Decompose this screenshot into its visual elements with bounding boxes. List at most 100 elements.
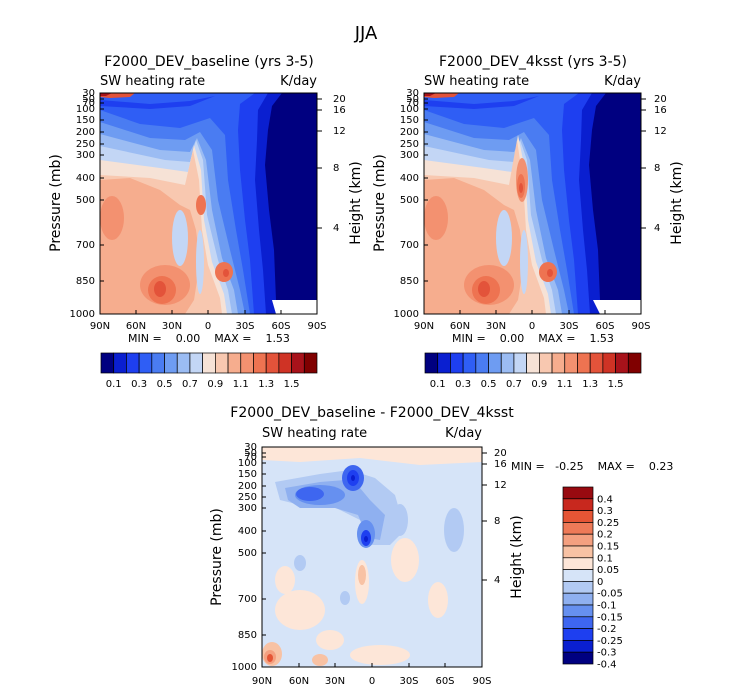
y-tick-label: 1000 — [232, 662, 257, 673]
x-tick-label: 30N — [486, 321, 506, 332]
x-tick-label: 30S — [559, 321, 578, 332]
colorbar-swatch — [278, 352, 292, 374]
y-tick-label: 100 — [238, 458, 257, 469]
colorbar-swatch — [562, 557, 594, 570]
colorbar-label: 0.15 — [597, 542, 619, 553]
colorbar-label: -0.3 — [597, 648, 617, 659]
colorbar-label: 0.3 — [455, 379, 471, 390]
colorbar-4ksst — [424, 352, 642, 374]
page-title: JJA — [354, 23, 378, 44]
panel-diff-variable-label: SW heating rate — [262, 426, 367, 441]
panel-baseline-y2-label: Height (km) — [348, 161, 364, 244]
y2-tick-label: 8 — [654, 163, 660, 174]
colorbar-swatch — [526, 352, 540, 374]
x-tick-label: 30S — [235, 321, 254, 332]
colorbar-swatch — [562, 522, 594, 535]
y-tick-label: 100 — [400, 104, 419, 115]
colorbar-swatch — [291, 352, 305, 374]
colorbar-swatch — [562, 545, 594, 559]
panel-baseline-y-label: Pressure (mb) — [48, 154, 64, 252]
y2-tick-label: 16 — [333, 105, 346, 116]
colorbar-label: 0.3 — [131, 379, 147, 390]
panel-baseline-y-axis: 30 50 70 100 150 200 250 300 400 500 700… — [70, 88, 95, 320]
x-tick-label: 90S — [307, 321, 326, 332]
panel-4ksst-field — [424, 93, 641, 314]
y-tick-label: 150 — [76, 115, 95, 126]
y-tick-label: 30 — [244, 442, 257, 453]
colorbar-swatch — [113, 352, 127, 374]
colorbar-swatch — [562, 486, 594, 500]
panel-diff-y-axis: 30 50 70 100 150 200 250 300 400 500 700… — [232, 442, 257, 673]
y-tick-label: 500 — [76, 195, 95, 206]
colorbar-swatch — [100, 352, 115, 374]
colorbar-label: 1.1 — [233, 379, 249, 390]
x-tick-label: 0 — [369, 676, 375, 687]
y2-tick-label: 8 — [494, 516, 500, 527]
y2-tick-label: 4 — [494, 575, 500, 586]
y2-tick-label: 4 — [654, 223, 660, 234]
colorbar-label: 0 — [597, 577, 603, 588]
panel-4ksst-x-axis: 90N 60N 30N 0 30S 60S 90S — [414, 321, 651, 332]
y-tick-label: 1000 — [394, 309, 419, 320]
y-tick-label: 850 — [238, 630, 257, 641]
y-tick-label: 150 — [400, 115, 419, 126]
colorbar-swatch — [562, 592, 594, 606]
panel-4ksst-title: F2000_DEV_4ksst (yrs 3-5) — [439, 54, 627, 70]
colorbar-swatch — [189, 352, 203, 374]
y-tick-label: 700 — [400, 240, 419, 251]
colorbar-label: 1.1 — [557, 379, 573, 390]
y-tick-label: 250 — [400, 139, 419, 150]
y-tick-label: 30 — [406, 88, 419, 99]
y-tick-label: 100 — [76, 104, 95, 115]
colorbar-swatch — [551, 352, 566, 374]
panel-baseline-variable-label: SW heating rate — [100, 74, 205, 89]
colorbar-label: -0.4 — [597, 660, 617, 671]
x-tick-label: 90N — [252, 676, 272, 687]
colorbar-swatch — [437, 352, 451, 374]
x-tick-label: 60N — [126, 321, 146, 332]
x-tick-label: 90N — [90, 321, 110, 332]
panel-4ksst: F2000_DEV_4ksst (yrs 3-5) SW heating rat… — [372, 54, 685, 345]
y2-tick-label: 20 — [654, 94, 667, 105]
colorbar-swatch — [562, 581, 594, 594]
colorbar-diff — [562, 486, 594, 665]
colorbar-label: 1.3 — [258, 379, 274, 390]
colorbar-swatch — [265, 352, 280, 374]
x-tick-label: 90N — [414, 321, 434, 332]
x-tick-label: 60S — [271, 321, 290, 332]
x-tick-label: 90S — [631, 321, 650, 332]
colorbar-swatch — [562, 510, 594, 523]
x-tick-label: 60N — [450, 321, 470, 332]
colorbar-swatch — [151, 352, 165, 374]
colorbar-swatch — [513, 352, 527, 374]
colorbar-swatch — [564, 352, 578, 374]
panel-diff-x-axis: 90N 60N 30N 0 30S 60S 90S — [252, 676, 492, 687]
panel-diff-y2-axis: 20 16 12 8 4 — [494, 448, 507, 586]
panel-4ksst-units-label: K/day — [604, 74, 641, 89]
y-tick-label: 850 — [400, 276, 419, 287]
colorbar-swatch — [562, 651, 594, 665]
x-tick-label: 0 — [205, 321, 211, 332]
y-tick-label: 200 — [76, 127, 95, 138]
panel-diff-y2-label: Height (km) — [509, 515, 525, 598]
colorbar-swatch — [562, 604, 594, 618]
colorbar-baseline-labels: 0.1 0.3 0.5 0.7 0.9 1.1 1.3 1.5 — [106, 379, 300, 390]
y-tick-label: 200 — [238, 481, 257, 492]
y-tick-label: 200 — [400, 127, 419, 138]
x-tick-label: 60S — [435, 676, 454, 687]
panel-baseline: F2000_DEV_baseline (yrs 3-5) SW heating … — [48, 54, 364, 345]
colorbar-label: 0.7 — [182, 379, 198, 390]
colorbar-4ksst-labels: 0.1 0.3 0.5 0.7 0.9 1.1 1.3 1.5 — [430, 379, 624, 390]
colorbar-swatch — [500, 352, 515, 374]
colorbar-swatch — [562, 533, 594, 547]
colorbar-swatch — [562, 569, 594, 582]
colorbar-swatch — [450, 352, 464, 374]
panel-diff-stats: MIN = -0.25 MAX = 0.23 — [511, 460, 673, 473]
colorbar-label: 0.2 — [597, 530, 613, 541]
colorbar-swatch — [562, 498, 594, 511]
y-tick-label: 700 — [76, 240, 95, 251]
y2-tick-label: 20 — [494, 448, 507, 459]
y-tick-label: 850 — [76, 276, 95, 287]
y-tick-label: 70 — [82, 98, 95, 109]
colorbar-swatch — [488, 352, 502, 374]
